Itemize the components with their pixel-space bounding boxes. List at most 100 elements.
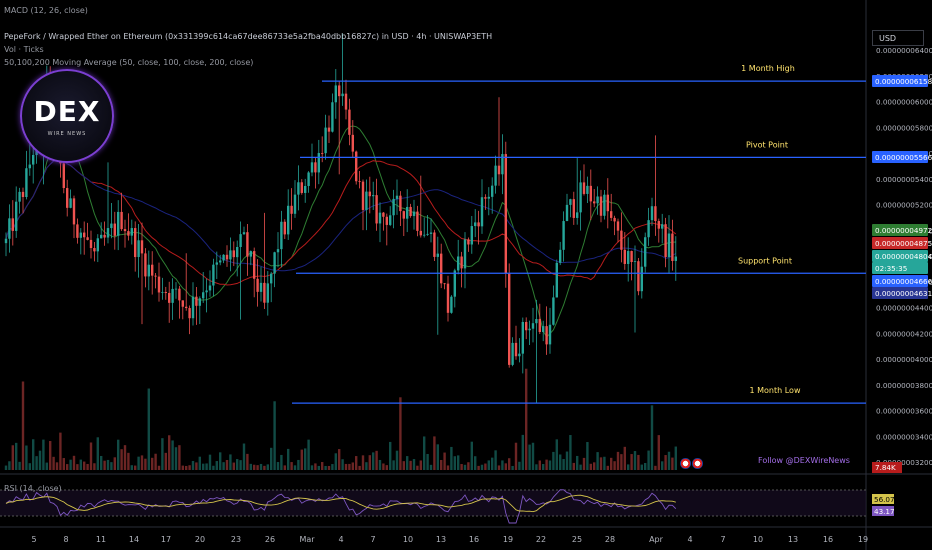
rsi-legend[interactable]: RSI (14, close) (4, 484, 62, 493)
time-tick-label: 10 (403, 535, 413, 544)
volume-bar (188, 465, 191, 470)
volume-bar (525, 368, 528, 470)
time-tick-label: 11 (96, 535, 106, 544)
time-tick-label: 7 (370, 535, 375, 544)
time-tick-label: Mar (299, 535, 315, 544)
volume-label: 7.84K (875, 463, 896, 472)
volume-bar (616, 451, 620, 470)
volume-bar (650, 405, 654, 470)
volume-bar (66, 464, 69, 470)
candle-body (76, 224, 79, 238)
volume-bar (21, 381, 25, 470)
price-tick-label: 0.00000004400 (876, 304, 932, 313)
candle-body (229, 250, 232, 260)
volume-bar (42, 439, 45, 470)
volume-bar (589, 463, 592, 470)
volume-bar (361, 455, 365, 470)
volume-bar (215, 461, 218, 470)
volume-bar (593, 462, 596, 470)
price-tick-label: 0.00000003600 (876, 407, 932, 416)
candle-body (168, 292, 171, 303)
volume-bar (161, 438, 164, 470)
price-label: 0.00000004631 (875, 289, 932, 298)
volume-bar (181, 465, 184, 470)
time-tick-label: 8 (63, 535, 68, 544)
volume-bar (310, 465, 314, 470)
price-label: 0.00000004972 (875, 226, 932, 235)
volume-bar (110, 462, 113, 470)
candle-body (25, 168, 28, 198)
volume-legend[interactable]: Vol · Ticks (4, 45, 44, 54)
candle-body (232, 250, 235, 258)
price-label: 0.00000004804 (875, 252, 932, 261)
volume-bar (596, 452, 599, 470)
candle-body (355, 151, 358, 182)
candle-body (487, 196, 490, 199)
candle-body (259, 282, 263, 292)
volume-bar (355, 456, 358, 470)
volume-bar (208, 454, 212, 470)
event-flag-icon[interactable] (680, 458, 691, 469)
candle-body (654, 206, 657, 222)
candle-body (402, 211, 405, 219)
candle-body (392, 198, 395, 216)
ma-legend[interactable]: 50,100,200 Moving Average (50, close, 10… (4, 58, 254, 67)
volume-bar (38, 450, 42, 470)
candle-body (446, 283, 450, 313)
candle-body (562, 221, 565, 250)
volume-bar (555, 439, 558, 470)
candle-body (372, 195, 375, 197)
volume-bar (76, 464, 79, 470)
candle-body (18, 191, 21, 202)
volume-bar (494, 450, 497, 470)
candle-body (344, 93, 348, 110)
volume-bar (198, 456, 201, 470)
volume-bar (4, 465, 8, 470)
candle-body (137, 240, 140, 258)
candle-body (242, 232, 246, 235)
price-tick-label: 0.00000005400 (876, 175, 932, 184)
volume-bar (334, 453, 337, 470)
candle-body (256, 278, 259, 292)
event-flag-icon[interactable] (692, 458, 703, 469)
volume-bar (545, 459, 548, 470)
volume-bar (378, 459, 382, 470)
volume-bar (280, 454, 283, 470)
candle-body (382, 212, 385, 217)
candle-body (331, 102, 334, 132)
price-tick-label: 0.00000004200 (876, 329, 932, 338)
volume-bar (535, 464, 538, 470)
volume-bar (582, 457, 586, 470)
candle-body (542, 326, 545, 332)
candle-body (290, 205, 293, 214)
candle-body (246, 232, 249, 257)
time-tick-label: 16 (823, 535, 833, 544)
volume-bar (576, 455, 579, 470)
candle-body (650, 206, 654, 221)
candle-body (525, 321, 528, 331)
candle-body (579, 182, 582, 213)
price-label-box (872, 262, 928, 274)
candle-body (644, 237, 647, 267)
candle-body (263, 282, 266, 303)
volume-bar (202, 463, 205, 470)
candle-body (157, 276, 161, 293)
macd-legend[interactable]: MACD (12, 26, close) (4, 6, 88, 15)
volume-bar (191, 460, 195, 470)
time-tick-label: 17 (161, 535, 171, 544)
candle-body (426, 233, 429, 235)
candle-body (538, 319, 541, 332)
candle-body (630, 251, 633, 263)
candle-body (304, 185, 307, 193)
currency-selector[interactable]: USD (872, 30, 924, 46)
candle-body (596, 196, 599, 204)
volume-bar (664, 455, 667, 470)
volume-bar (630, 454, 633, 470)
candle-body (399, 195, 402, 212)
volume-bar (623, 446, 626, 470)
volume-bar (151, 457, 154, 470)
price-label: 0.00000004875 (875, 239, 932, 248)
volume-bar (35, 456, 38, 470)
candle-body (610, 211, 613, 218)
